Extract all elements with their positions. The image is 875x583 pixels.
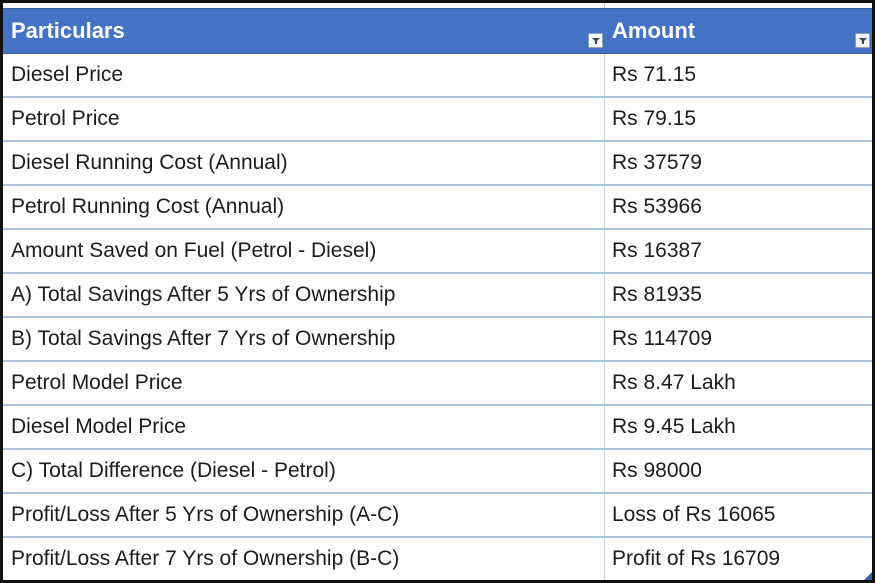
table-row: Petrol Price Rs 79.15: [3, 96, 872, 140]
amount-cell[interactable]: Rs 98000: [605, 450, 872, 492]
table-row: Profit/Loss After 5 Yrs of Ownership (A-…: [3, 492, 872, 536]
table-row: Petrol Model Price Rs 8.47 Lakh: [3, 360, 872, 404]
amount-cell[interactable]: Rs 9.45 Lakh: [605, 406, 872, 448]
amount-text: Rs 81935: [612, 283, 702, 306]
table-row: A) Total Savings After 5 Yrs of Ownershi…: [3, 272, 872, 316]
table-row: C) Total Difference (Diesel - Petrol) Rs…: [3, 448, 872, 492]
particulars-cell[interactable]: B) Total Savings After 7 Yrs of Ownershi…: [3, 318, 605, 360]
particulars-cell[interactable]: C) Total Difference (Diesel - Petrol): [3, 450, 605, 492]
header-cell-amount[interactable]: Amount: [605, 9, 872, 53]
particulars-text: Diesel Model Price: [11, 415, 187, 438]
particulars-text: Diesel Running Cost (Annual): [11, 151, 288, 174]
amount-text: Rs 114709: [612, 327, 713, 350]
table-row: Diesel Model Price Rs 9.45 Lakh: [3, 404, 872, 448]
amount-cell[interactable]: Rs 79.15: [605, 98, 872, 140]
particulars-cell[interactable]: Profit/Loss After 5 Yrs of Ownership (A-…: [3, 494, 605, 536]
table-row: Petrol Running Cost (Annual) Rs 53966: [3, 184, 872, 228]
table-row: Diesel Running Cost (Annual) Rs 37579: [3, 140, 872, 184]
amount-cell[interactable]: Profit of Rs 16709: [605, 538, 872, 580]
amount-cell[interactable]: Rs 71.15: [605, 54, 872, 96]
amount-cell[interactable]: Rs 37579: [605, 142, 872, 184]
amount-text: Rs 98000: [612, 459, 702, 482]
amount-text: Rs 16387: [612, 239, 702, 262]
gridline: [604, 3, 605, 8]
amount-text: Profit of Rs 16709: [612, 547, 781, 570]
particulars-text: Petrol Price: [11, 107, 120, 130]
amount-text: Rs 9.45 Lakh: [612, 415, 736, 438]
table-header-row: Particulars Amount: [3, 8, 872, 54]
amount-cell[interactable]: Rs 81935: [605, 274, 872, 316]
table-row: Amount Saved on Fuel (Petrol - Diesel) R…: [3, 228, 872, 272]
particulars-cell[interactable]: Diesel Price: [3, 54, 605, 96]
particulars-text: Amount Saved on Fuel (Petrol - Diesel): [11, 239, 377, 262]
filter-icon: [858, 37, 867, 42]
amount-text: Rs 71.15: [612, 63, 697, 86]
filter-dropdown-button-particulars[interactable]: [588, 33, 603, 48]
table-row: Profit/Loss After 7 Yrs of Ownership (B-…: [3, 536, 872, 580]
particulars-cell[interactable]: Petrol Running Cost (Annual): [3, 186, 605, 228]
particulars-cell[interactable]: Profit/Loss After 7 Yrs of Ownership (B-…: [3, 538, 605, 580]
filter-icon: [591, 37, 600, 42]
table-body: Diesel Price Rs 71.15 Petrol Price Rs 79…: [3, 54, 872, 580]
filter-icon-stem: [594, 40, 597, 44]
particulars-text: Profit/Loss After 5 Yrs of Ownership (A-…: [11, 503, 400, 526]
amount-text: Rs 79.15: [612, 107, 697, 130]
particulars-text: Petrol Model Price: [11, 371, 183, 394]
particulars-cell[interactable]: Diesel Model Price: [3, 406, 605, 448]
particulars-text: C) Total Difference (Diesel - Petrol): [11, 459, 336, 482]
particulars-text: Profit/Loss After 7 Yrs of Ownership (B-…: [11, 547, 400, 570]
particulars-cell[interactable]: A) Total Savings After 5 Yrs of Ownershi…: [3, 274, 605, 316]
header-label-particulars: Particulars: [11, 18, 125, 43]
particulars-text: A) Total Savings After 5 Yrs of Ownershi…: [11, 283, 396, 306]
table-row: B) Total Savings After 7 Yrs of Ownershi…: [3, 316, 872, 360]
particulars-text: B) Total Savings After 7 Yrs of Ownershi…: [11, 327, 396, 350]
header-cell-particulars[interactable]: Particulars: [3, 9, 605, 53]
amount-cell[interactable]: Rs 53966: [605, 186, 872, 228]
amount-text: Rs 53966: [612, 195, 702, 218]
amount-text: Rs 8.47 Lakh: [612, 371, 736, 394]
amount-text: Rs 37579: [612, 151, 702, 174]
particulars-cell[interactable]: Diesel Running Cost (Annual): [3, 142, 605, 184]
sheet-top-strip: [3, 3, 872, 8]
particulars-cell[interactable]: Petrol Price: [3, 98, 605, 140]
particulars-text: Diesel Price: [11, 63, 124, 86]
filter-icon-stem: [861, 40, 864, 44]
header-label-amount: Amount: [612, 18, 696, 43]
amount-cell[interactable]: Loss of Rs 16065: [605, 494, 872, 536]
amount-cell[interactable]: Rs 114709: [605, 318, 872, 360]
filter-dropdown-button-amount[interactable]: [855, 33, 870, 48]
amount-cell[interactable]: Rs 8.47 Lakh: [605, 362, 872, 404]
particulars-cell[interactable]: Amount Saved on Fuel (Petrol - Diesel): [3, 230, 605, 272]
particulars-text: Petrol Running Cost (Annual): [11, 195, 285, 218]
particulars-cell[interactable]: Petrol Model Price: [3, 362, 605, 404]
amount-cell[interactable]: Rs 16387: [605, 230, 872, 272]
amount-text: Loss of Rs 16065: [612, 503, 776, 526]
table-resize-handle[interactable]: [864, 572, 872, 580]
table-row: Diesel Price Rs 71.15: [3, 54, 872, 96]
